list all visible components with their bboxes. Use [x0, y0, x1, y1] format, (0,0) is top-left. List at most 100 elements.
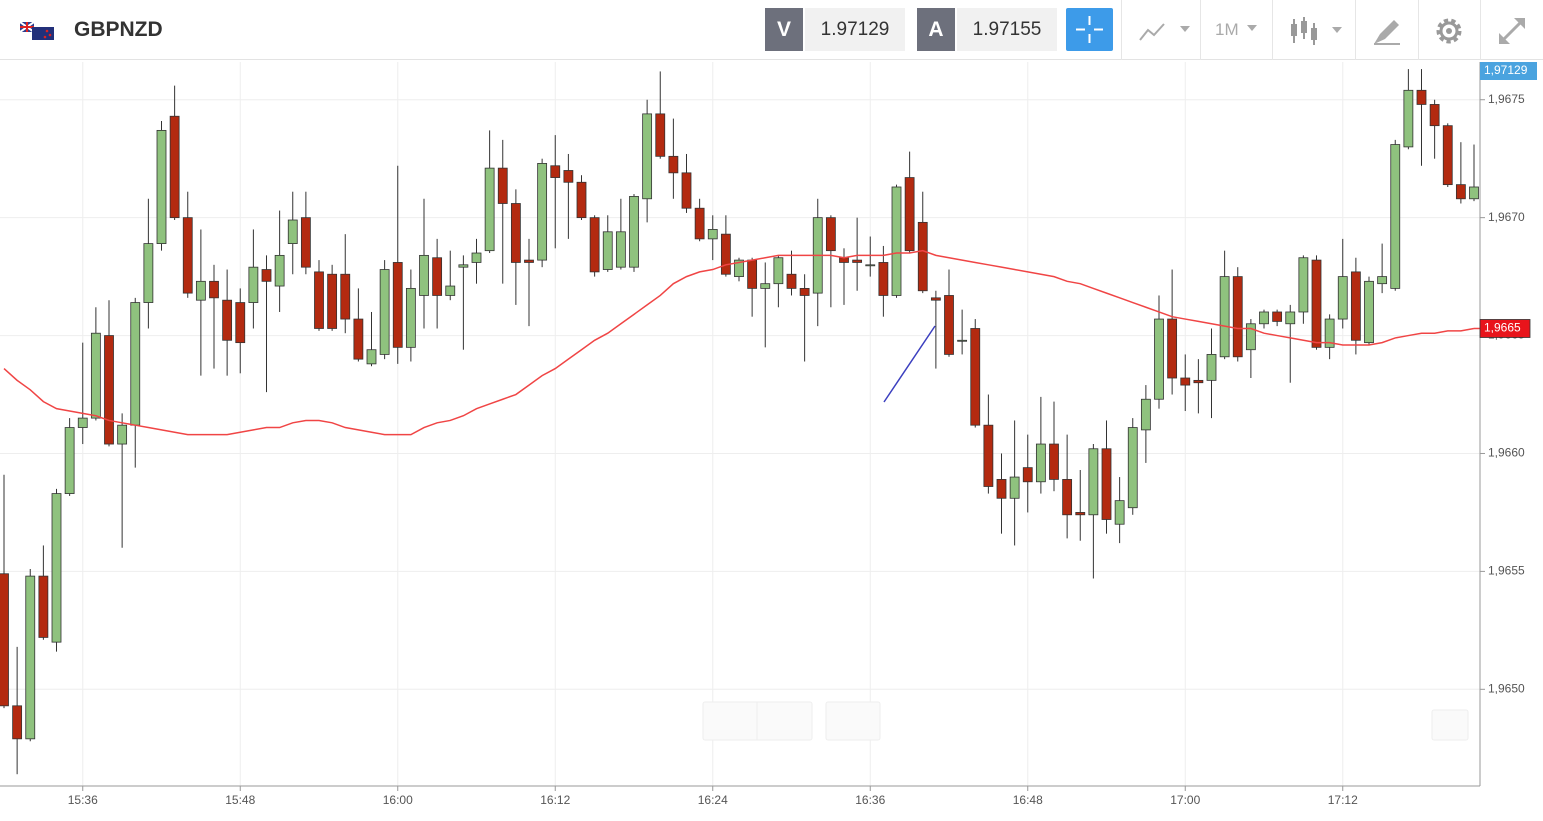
candle-body — [1219, 276, 1230, 358]
candle-body — [1337, 276, 1348, 320]
settings-button[interactable] — [1434, 16, 1464, 46]
candle-body — [1035, 443, 1046, 483]
candle-body — [471, 252, 482, 263]
candle-body — [655, 113, 666, 157]
reset-button[interactable] — [825, 701, 881, 741]
candle-body — [524, 259, 534, 263]
candle-body — [510, 203, 521, 263]
candle-body — [38, 575, 49, 638]
y-tick-label: 1,9655 — [1488, 564, 1525, 578]
candle-body — [1062, 479, 1073, 516]
timeframe-caret[interactable] — [1246, 22, 1260, 34]
moving-average — [3, 249, 1475, 436]
y-tick-label: 1,9660 — [1488, 446, 1525, 460]
candle-body — [25, 575, 36, 740]
candle-body — [1469, 186, 1479, 200]
candle-body — [799, 287, 810, 296]
candle-body — [1049, 443, 1059, 480]
candle-body — [1180, 377, 1191, 386]
candle-body — [327, 273, 338, 329]
candle-body — [589, 217, 600, 273]
candle-body — [209, 280, 219, 299]
symbol: GBPNZD — [74, 18, 163, 41]
candle-body — [1390, 144, 1401, 289]
last-price-label: 1,97129 — [1484, 63, 1528, 77]
candle-body — [1101, 448, 1112, 520]
candle-body — [852, 259, 863, 263]
x-tick-label: 16:00 — [383, 793, 413, 807]
candle-body — [970, 328, 981, 426]
candle-body — [222, 299, 233, 341]
timeframe[interactable]: 1M — [1215, 20, 1239, 39]
grid — [0, 62, 1480, 786]
candle-body — [1324, 318, 1335, 348]
candle-body — [904, 177, 915, 252]
candle-body — [1259, 311, 1269, 325]
candle-body — [274, 254, 285, 287]
chart-type-button[interactable] — [1138, 18, 1192, 44]
y-tick-label: 1,9675 — [1488, 92, 1525, 106]
candle-body — [550, 165, 561, 178]
candle-body — [1127, 427, 1138, 509]
candle-body — [1364, 280, 1374, 344]
candle-body — [865, 264, 876, 267]
buy-price[interactable]: 1.97155 — [957, 8, 1057, 51]
candle-body — [51, 493, 62, 643]
candle-body — [1140, 398, 1151, 431]
candle-body — [681, 172, 692, 209]
sell-price[interactable]: 1.97129 — [805, 8, 905, 51]
separator — [1480, 0, 1481, 60]
candle-body — [64, 427, 75, 494]
candle-body — [747, 259, 758, 289]
fullscreen-button[interactable] — [1496, 15, 1528, 47]
candle-body — [1206, 354, 1217, 381]
candle-body — [143, 243, 154, 303]
candle-body — [1377, 276, 1388, 285]
candle-body — [379, 269, 390, 355]
ma-label: 1,9665 — [1484, 321, 1521, 335]
candle-body — [90, 332, 101, 419]
candle-body — [392, 262, 403, 348]
drawing-button[interactable] — [1372, 16, 1402, 46]
candle-body — [1232, 276, 1243, 358]
candle-body — [1298, 257, 1309, 313]
buy-label[interactable]: A — [917, 8, 955, 51]
candle-body — [1416, 89, 1427, 105]
candle-body — [314, 271, 324, 329]
candle-body — [1429, 104, 1440, 127]
candle-body — [497, 167, 508, 204]
candle-body — [445, 285, 456, 296]
crosshair-button[interactable] — [1066, 8, 1113, 51]
ma-tag — [1479, 319, 1531, 338]
candle-body — [563, 170, 574, 183]
x-tick-label: 16:24 — [698, 793, 728, 807]
separator — [1418, 0, 1419, 60]
separator — [1121, 0, 1122, 60]
candle-body — [156, 129, 167, 244]
drawn-trendline — [883, 325, 936, 403]
candle-body — [1022, 467, 1033, 483]
candle-body — [432, 257, 443, 296]
candle-body — [642, 113, 653, 200]
scroll-button[interactable] — [1431, 709, 1469, 741]
candle-body — [340, 273, 351, 320]
candle-body — [1403, 89, 1414, 148]
candle-body — [917, 221, 928, 292]
candle-body — [484, 167, 495, 252]
sell-label[interactable]: V — [765, 8, 803, 51]
candle-body — [957, 339, 968, 342]
candle-body — [944, 295, 954, 355]
x-tick-label: 16:48 — [1013, 793, 1043, 807]
candle-body — [930, 297, 941, 301]
candle-body — [419, 254, 429, 296]
candle-body — [195, 280, 206, 301]
candle-type-button[interactable] — [1290, 15, 1344, 47]
candle-body — [182, 217, 193, 294]
candle-body — [1114, 500, 1125, 525]
candle-body — [169, 115, 180, 219]
candle-body — [825, 217, 836, 252]
candle-body — [300, 217, 311, 268]
candle-body — [77, 417, 88, 428]
